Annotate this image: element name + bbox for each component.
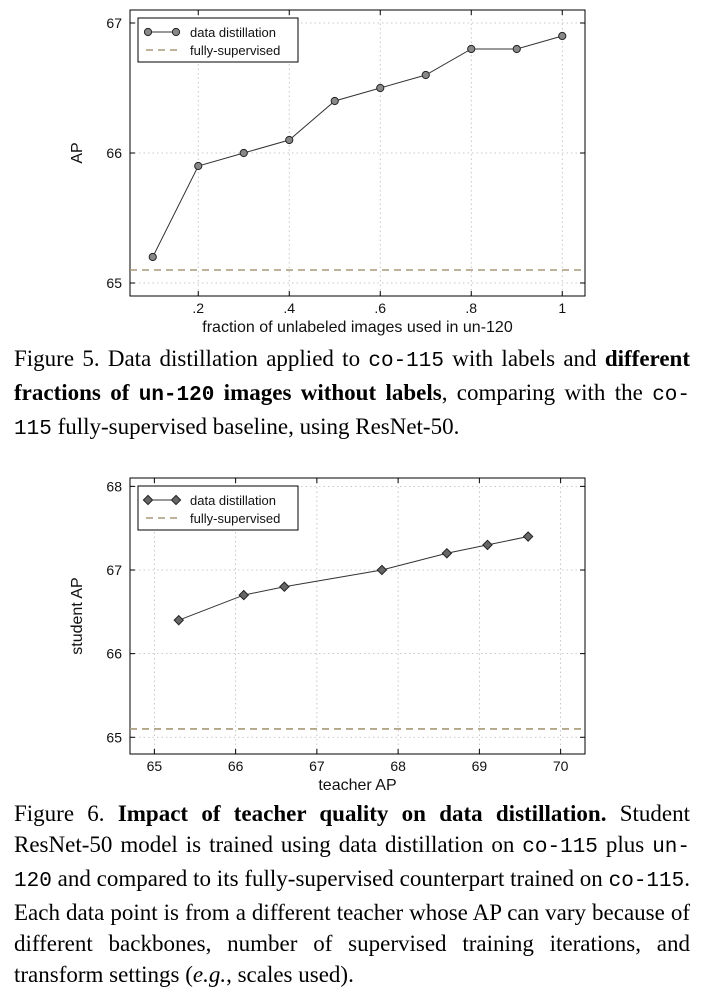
legend-marker	[142, 494, 154, 506]
caption-text: , scales used).	[226, 962, 354, 987]
caption-code: co-115	[522, 836, 598, 859]
data-point	[194, 161, 203, 171]
figure-6-plot: 65 66 67 68 69 70 65 66 67 68 teacher AP student AP…	[69, 477, 586, 794]
data-point	[239, 148, 248, 158]
caption-bold: Impact of teacher quality on data distil…	[117, 801, 607, 826]
data-point	[330, 96, 339, 106]
legend-marker	[143, 27, 153, 37]
data-point	[558, 31, 567, 41]
y-tick-label: 66	[106, 646, 122, 662]
figure-5-plot: .2 .4 .6 .8 1 65 66 67 fraction of unlabeled ima…	[69, 9, 586, 336]
figure-5-caption: Figure 5. Data distillation applied to c…	[14, 343, 690, 445]
x-tick-label: .6	[374, 300, 386, 316]
caption-text: Figure 6.	[14, 801, 118, 826]
x-tick-label: .4	[283, 300, 295, 316]
caption-italic: e.g.	[192, 962, 227, 987]
caption-text: Figure 5. Data distillation applied to	[14, 346, 369, 371]
x-tick-label: .2	[192, 300, 204, 316]
data-distillation-line	[152, 35, 563, 258]
plot-frame	[129, 477, 586, 755]
legend-box	[137, 17, 299, 63]
caption-text: and compared to its fully-supervised cou…	[51, 866, 609, 891]
data-point	[522, 531, 534, 542]
caption-text: , comparing with the	[441, 380, 653, 405]
y-tick-label: 65	[106, 729, 122, 745]
caption-bold: images without labels	[214, 380, 442, 405]
data-point	[173, 614, 185, 626]
data-point	[421, 70, 430, 80]
x-axis-label: fraction of unlabeled images used in un-…	[202, 319, 513, 336]
y-tick-label: 66	[106, 145, 122, 161]
data-distillation-line	[178, 536, 529, 621]
legend-marker	[171, 27, 181, 37]
data-point	[238, 589, 250, 601]
y-tick-label: 67	[106, 562, 122, 578]
legend-label-data-distillation: data distillation	[190, 25, 276, 40]
x-tick-label: 67	[309, 758, 325, 774]
data-point	[467, 44, 476, 54]
data-point	[376, 564, 388, 576]
figure-5-chart: .2 .4 .6 .8 1 65 66 67 fraction of unlabeled ima…	[0, 0, 702, 340]
data-point	[376, 83, 385, 93]
data-point	[285, 135, 294, 145]
legend-label-data-distillation: data distillation	[190, 493, 276, 508]
data-point	[148, 252, 157, 262]
caption-text: with labels and	[443, 346, 605, 371]
legend-box	[137, 485, 299, 531]
data-point	[441, 547, 453, 559]
figure-6-chart: 65 66 67 68 69 70 65 66 67 68 teacher AP student AP…	[0, 468, 702, 798]
x-tick-label: 65	[147, 758, 163, 774]
y-tick-label: 67	[106, 15, 122, 31]
figure-6-caption: Figure 6. Impact of teacher quality on d…	[14, 798, 690, 990]
caption-code: co-115	[368, 350, 444, 373]
y-axis-label: student AP	[69, 577, 86, 654]
caption-text: . Each data point is from a different te…	[14, 866, 690, 987]
x-tick-label: 69	[472, 758, 488, 774]
caption-code: un-120	[14, 836, 691, 893]
caption-text: Student ResNet-50 model is trained using…	[14, 801, 690, 857]
caption-text: fully-supervised baseline, using ResNet-…	[51, 414, 460, 439]
x-tick-label: .8	[465, 300, 477, 316]
x-axis-label: teacher AP	[318, 777, 396, 794]
caption-code: co-115	[14, 384, 690, 441]
x-tick-label: 70	[553, 758, 569, 774]
y-axis-label: AP	[69, 142, 86, 163]
caption-bold: dif­ferent fractions of	[14, 346, 691, 405]
caption-code: co-115	[608, 870, 685, 893]
y-tick-label: 65	[106, 275, 122, 291]
data-point	[279, 581, 290, 593]
legend-marker	[170, 494, 182, 506]
legend-label-fully-supervised: fully-supervised	[190, 511, 280, 526]
data-point	[512, 44, 521, 54]
x-tick-label: 68	[390, 758, 406, 774]
caption-bold-code: un-120	[138, 384, 215, 407]
x-tick-label: 66	[228, 758, 244, 774]
y-tick-label: 68	[106, 478, 122, 494]
x-tick-label: 1	[558, 300, 566, 316]
legend-label-fully-supervised: fully-supervised	[190, 43, 280, 58]
caption-text: plus	[597, 832, 653, 857]
data-point	[482, 539, 493, 551]
